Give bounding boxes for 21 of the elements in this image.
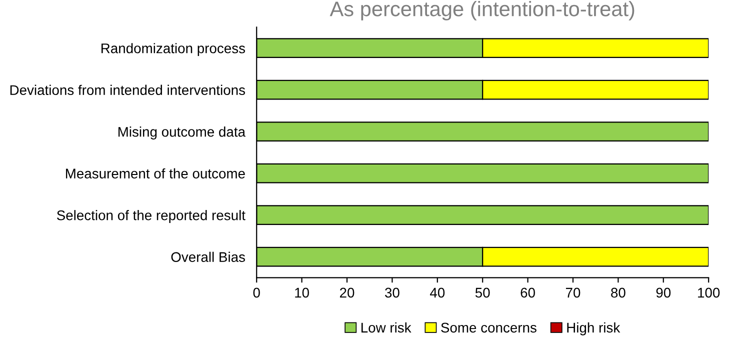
legend-label: Low risk <box>361 322 412 333</box>
legend-label: Some concerns <box>441 322 536 333</box>
x-tick-label: 0 <box>253 288 260 298</box>
x-tick-label: 40 <box>430 288 445 298</box>
y-tick-label: Measurement of the outcome <box>66 168 245 178</box>
chart-title: As percentage (intention-to-treat) <box>330 1 634 20</box>
x-tick-label: 100 <box>698 288 720 298</box>
x-tick-label: 30 <box>385 288 400 298</box>
legend-label: High risk <box>567 322 620 336</box>
x-tick-label: 20 <box>340 288 354 298</box>
y-tick-label: Overall Bias <box>171 252 245 262</box>
x-tick-label: 50 <box>475 288 490 298</box>
x-tick-label: 10 <box>295 288 309 298</box>
y-tick-label: Selection of the reported result <box>56 210 246 223</box>
x-tick-label: 90 <box>656 288 671 298</box>
y-tick-label: Deviations from intended interventions <box>10 84 246 96</box>
y-tick-label: Randomization process <box>102 43 246 56</box>
x-tick-label: 80 <box>611 288 626 298</box>
y-tick-label: Mising outcome data <box>118 126 246 140</box>
x-tick-label: 60 <box>520 288 535 298</box>
x-tick-label: 70 <box>566 288 580 298</box>
